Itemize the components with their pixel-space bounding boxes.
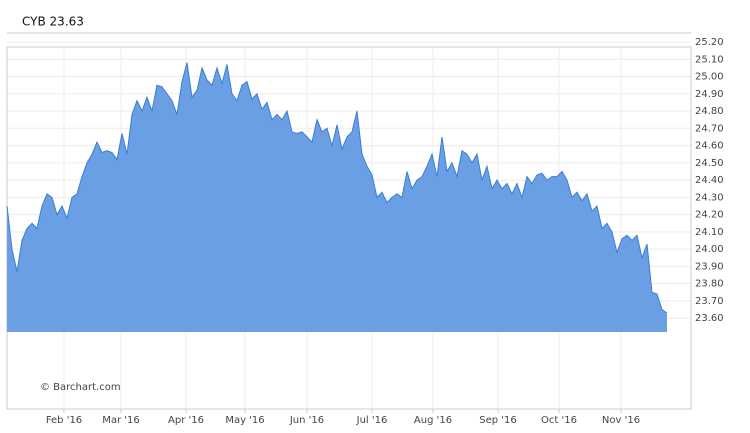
chart-title: CYB 23.63 (22, 15, 84, 29)
y-tick-label: 24.60 (695, 141, 724, 152)
y-tick-label: 25.00 (695, 72, 724, 83)
x-tick-label: Jul '16 (356, 415, 388, 426)
watermark: © Barchart.com (40, 382, 121, 393)
y-tick-label: 23.60 (695, 313, 724, 324)
x-tick-label: May '16 (225, 415, 264, 426)
x-tick-label: Sep '16 (479, 415, 517, 426)
y-tick-label: 23.80 (695, 279, 724, 290)
x-tick-label: Oct '16 (541, 415, 577, 426)
y-tick-label: 24.70 (695, 123, 724, 134)
x-tick-label: Apr '16 (168, 415, 204, 426)
y-tick-label: 23.90 (695, 261, 724, 272)
y-tick-label: 24.30 (695, 192, 724, 203)
x-tick-label: Jun '16 (289, 415, 324, 426)
area (7, 62, 667, 332)
y-tick-label: 24.40 (695, 175, 724, 186)
y-tick-label: 24.50 (695, 158, 724, 169)
x-tick-label: Feb '16 (46, 415, 82, 426)
y-tick-label: 24.00 (695, 244, 724, 255)
line (6, 62, 668, 314)
x-tick-label: Mar '16 (102, 415, 140, 426)
x-tick-label: Nov '16 (602, 415, 640, 426)
y-tick-label: 23.70 (695, 296, 724, 307)
x-tick-label: Aug '16 (414, 415, 452, 426)
y-tick-label: 24.90 (695, 89, 724, 100)
y-tick-label: 24.20 (695, 210, 724, 221)
y-tick-label: 25.20 (695, 37, 724, 48)
y-tick-label: 25.10 (695, 54, 724, 65)
y-tick-label: 24.80 (695, 106, 724, 117)
y-tick-label: 24.10 (695, 227, 724, 238)
